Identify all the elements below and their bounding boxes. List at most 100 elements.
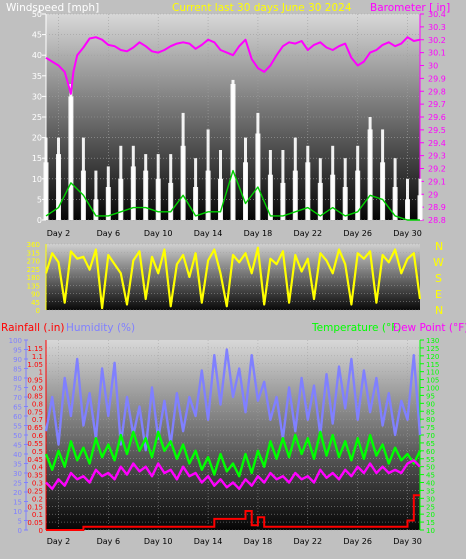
barometer-tick-label: 29.3 (428, 152, 446, 161)
wind-day-tick-label: Day 18 (244, 229, 273, 238)
wind-day-tick-label: Day 10 (144, 229, 173, 238)
rainfall-tick-label: 0.5 (32, 448, 43, 456)
windspeed-bar (267, 174, 273, 220)
temperature-tick-label: 25 (426, 503, 435, 511)
wind-day-tick-label: Day 22 (294, 229, 323, 238)
windspeed-bar (205, 170, 211, 220)
temperature-tick-label: 120 (426, 353, 439, 361)
temperature-tick-label: 20 (426, 511, 435, 519)
barometer-tick-label: 30.4 (428, 10, 446, 19)
compass-label-w: W (433, 256, 444, 269)
windspeed-bar (330, 174, 336, 220)
temperature-tick-label: 110 (426, 369, 439, 377)
barometer-tick-label: 29.1 (428, 177, 446, 186)
windspeed-bar (180, 145, 186, 220)
rainfall-axis-title: Rainfall (.in) (1, 322, 64, 334)
humidity-tick-label: 45 (13, 442, 22, 450)
rainfall-tick-label: 0.6 (32, 432, 44, 440)
chart-title: Current last 30 days June 30 2024 (172, 2, 352, 14)
direction-tick-label: 135 (27, 282, 40, 290)
windspeed-bar (317, 182, 323, 220)
humidity-line (44, 348, 422, 452)
windspeed-tick-label: 25 (32, 113, 42, 122)
direction-tick-label: 360 (27, 241, 40, 249)
temperature-tick-label: 65 (426, 440, 435, 448)
chart-marks (43, 36, 423, 531)
rainfall-tick-label: 0.15 (27, 503, 43, 511)
windspeed-tick-label: 15 (32, 154, 42, 163)
humidity-tick-label: 90 (13, 356, 22, 364)
humidity-tick-label: 35 (13, 461, 22, 469)
temperature-tick-label: 40 (426, 480, 435, 488)
direction-tick-label: 180 (27, 274, 40, 282)
wind-day-tick-label: Day 2 (47, 229, 70, 238)
compass-label-n-bottom: N (435, 304, 443, 317)
rainfall-tick-label: 1.05 (27, 361, 43, 369)
windspeed-tick-label: 40 (32, 51, 42, 60)
rainfall-tick-label: 1.1 (32, 353, 43, 361)
compass-label-s: S (435, 272, 442, 285)
windspeed-axis-title: Windspeed [mph] (6, 2, 99, 14)
temp-day-tick-label: Day 14 (194, 537, 223, 546)
windspeed-tick-label: 50 (32, 10, 42, 19)
temp-day-tick-label: Day 6 (97, 537, 120, 546)
barometer-tick-label: 29.7 (428, 100, 446, 109)
temperature-tick-label: 15 (426, 519, 435, 527)
wind-day-tick-label: Day 30 (393, 229, 422, 238)
humidity-tick-label: 50 (13, 432, 22, 440)
temperature-tick-label: 75 (426, 424, 435, 432)
compass-label-e: E (435, 288, 442, 301)
windspeed-bar (143, 170, 149, 220)
barometer-tick-label: 29.2 (428, 165, 446, 174)
barometer-tick-label: 28.9 (428, 203, 446, 212)
barometer-tick-label: 29.8 (428, 87, 446, 96)
temperature-tick-label: 50 (426, 464, 435, 472)
direction-tick-label: 90 (31, 291, 40, 299)
rainfall-tick-label: 0.25 (27, 487, 43, 495)
temperature-tick-label: 45 (426, 472, 435, 480)
dewpoint-axis-title: Dew Point (°F) (393, 322, 466, 334)
temperature-tick-label: 60 (426, 448, 435, 456)
windspeed-bar (118, 178, 124, 220)
humidity-tick-label: 5 (18, 518, 22, 526)
temperature-tick-label: 130 (426, 337, 439, 345)
rainfall-tick-label: 1.15 (27, 345, 43, 353)
windspeed-bar (230, 84, 236, 220)
compass-label-n-top: N (435, 240, 443, 253)
wind-gust-bar (94, 170, 98, 220)
rainfall-tick-label: 0.2 (32, 495, 43, 503)
rainfall-line (46, 494, 420, 531)
windspeed-bar (43, 162, 49, 220)
humidity-tick-label: 30 (13, 470, 22, 478)
direction-tick-label: 45 (31, 299, 40, 307)
dew-point-line (45, 459, 421, 490)
windspeed-tick-label: 20 (32, 134, 42, 143)
windspeed-bar (193, 187, 199, 220)
barometer-tick-label: 30 (428, 62, 438, 71)
humidity-tick-label: 20 (13, 489, 22, 497)
direction-tick-label: 0 (36, 307, 40, 315)
humidity-tick-label: 75 (13, 385, 22, 393)
windspeed-bar (292, 170, 298, 220)
windspeed-bar (168, 182, 174, 220)
rainfall-tick-label: 0.7 (32, 416, 43, 424)
rainfall-tick-label: 0.05 (27, 519, 43, 527)
windspeed-tick-label: 30 (32, 92, 42, 101)
temp-day-tick-label: Day 26 (343, 537, 372, 546)
barometer-tick-label: 29.4 (428, 139, 446, 148)
windspeed-bar (367, 129, 373, 220)
rainfall-tick-label: 0.3 (32, 480, 43, 488)
temperature-tick-label: 55 (426, 456, 435, 464)
temperature-tick-label: 70 (426, 432, 435, 440)
temperature-tick-label: 115 (426, 361, 439, 369)
temperature-tick-label: 90 (426, 400, 435, 408)
humidity-tick-label: 95 (13, 347, 22, 355)
rainfall-tick-label: 0.85 (27, 392, 43, 400)
windspeed-bar (218, 178, 223, 220)
windspeed-bar (305, 162, 311, 220)
rainfall-tick-label: 0.4 (32, 464, 44, 472)
wind-day-tick-label: Day 6 (97, 229, 120, 238)
tick-labels: 0510152025303540455028.828.92929.129.229… (9, 10, 446, 546)
